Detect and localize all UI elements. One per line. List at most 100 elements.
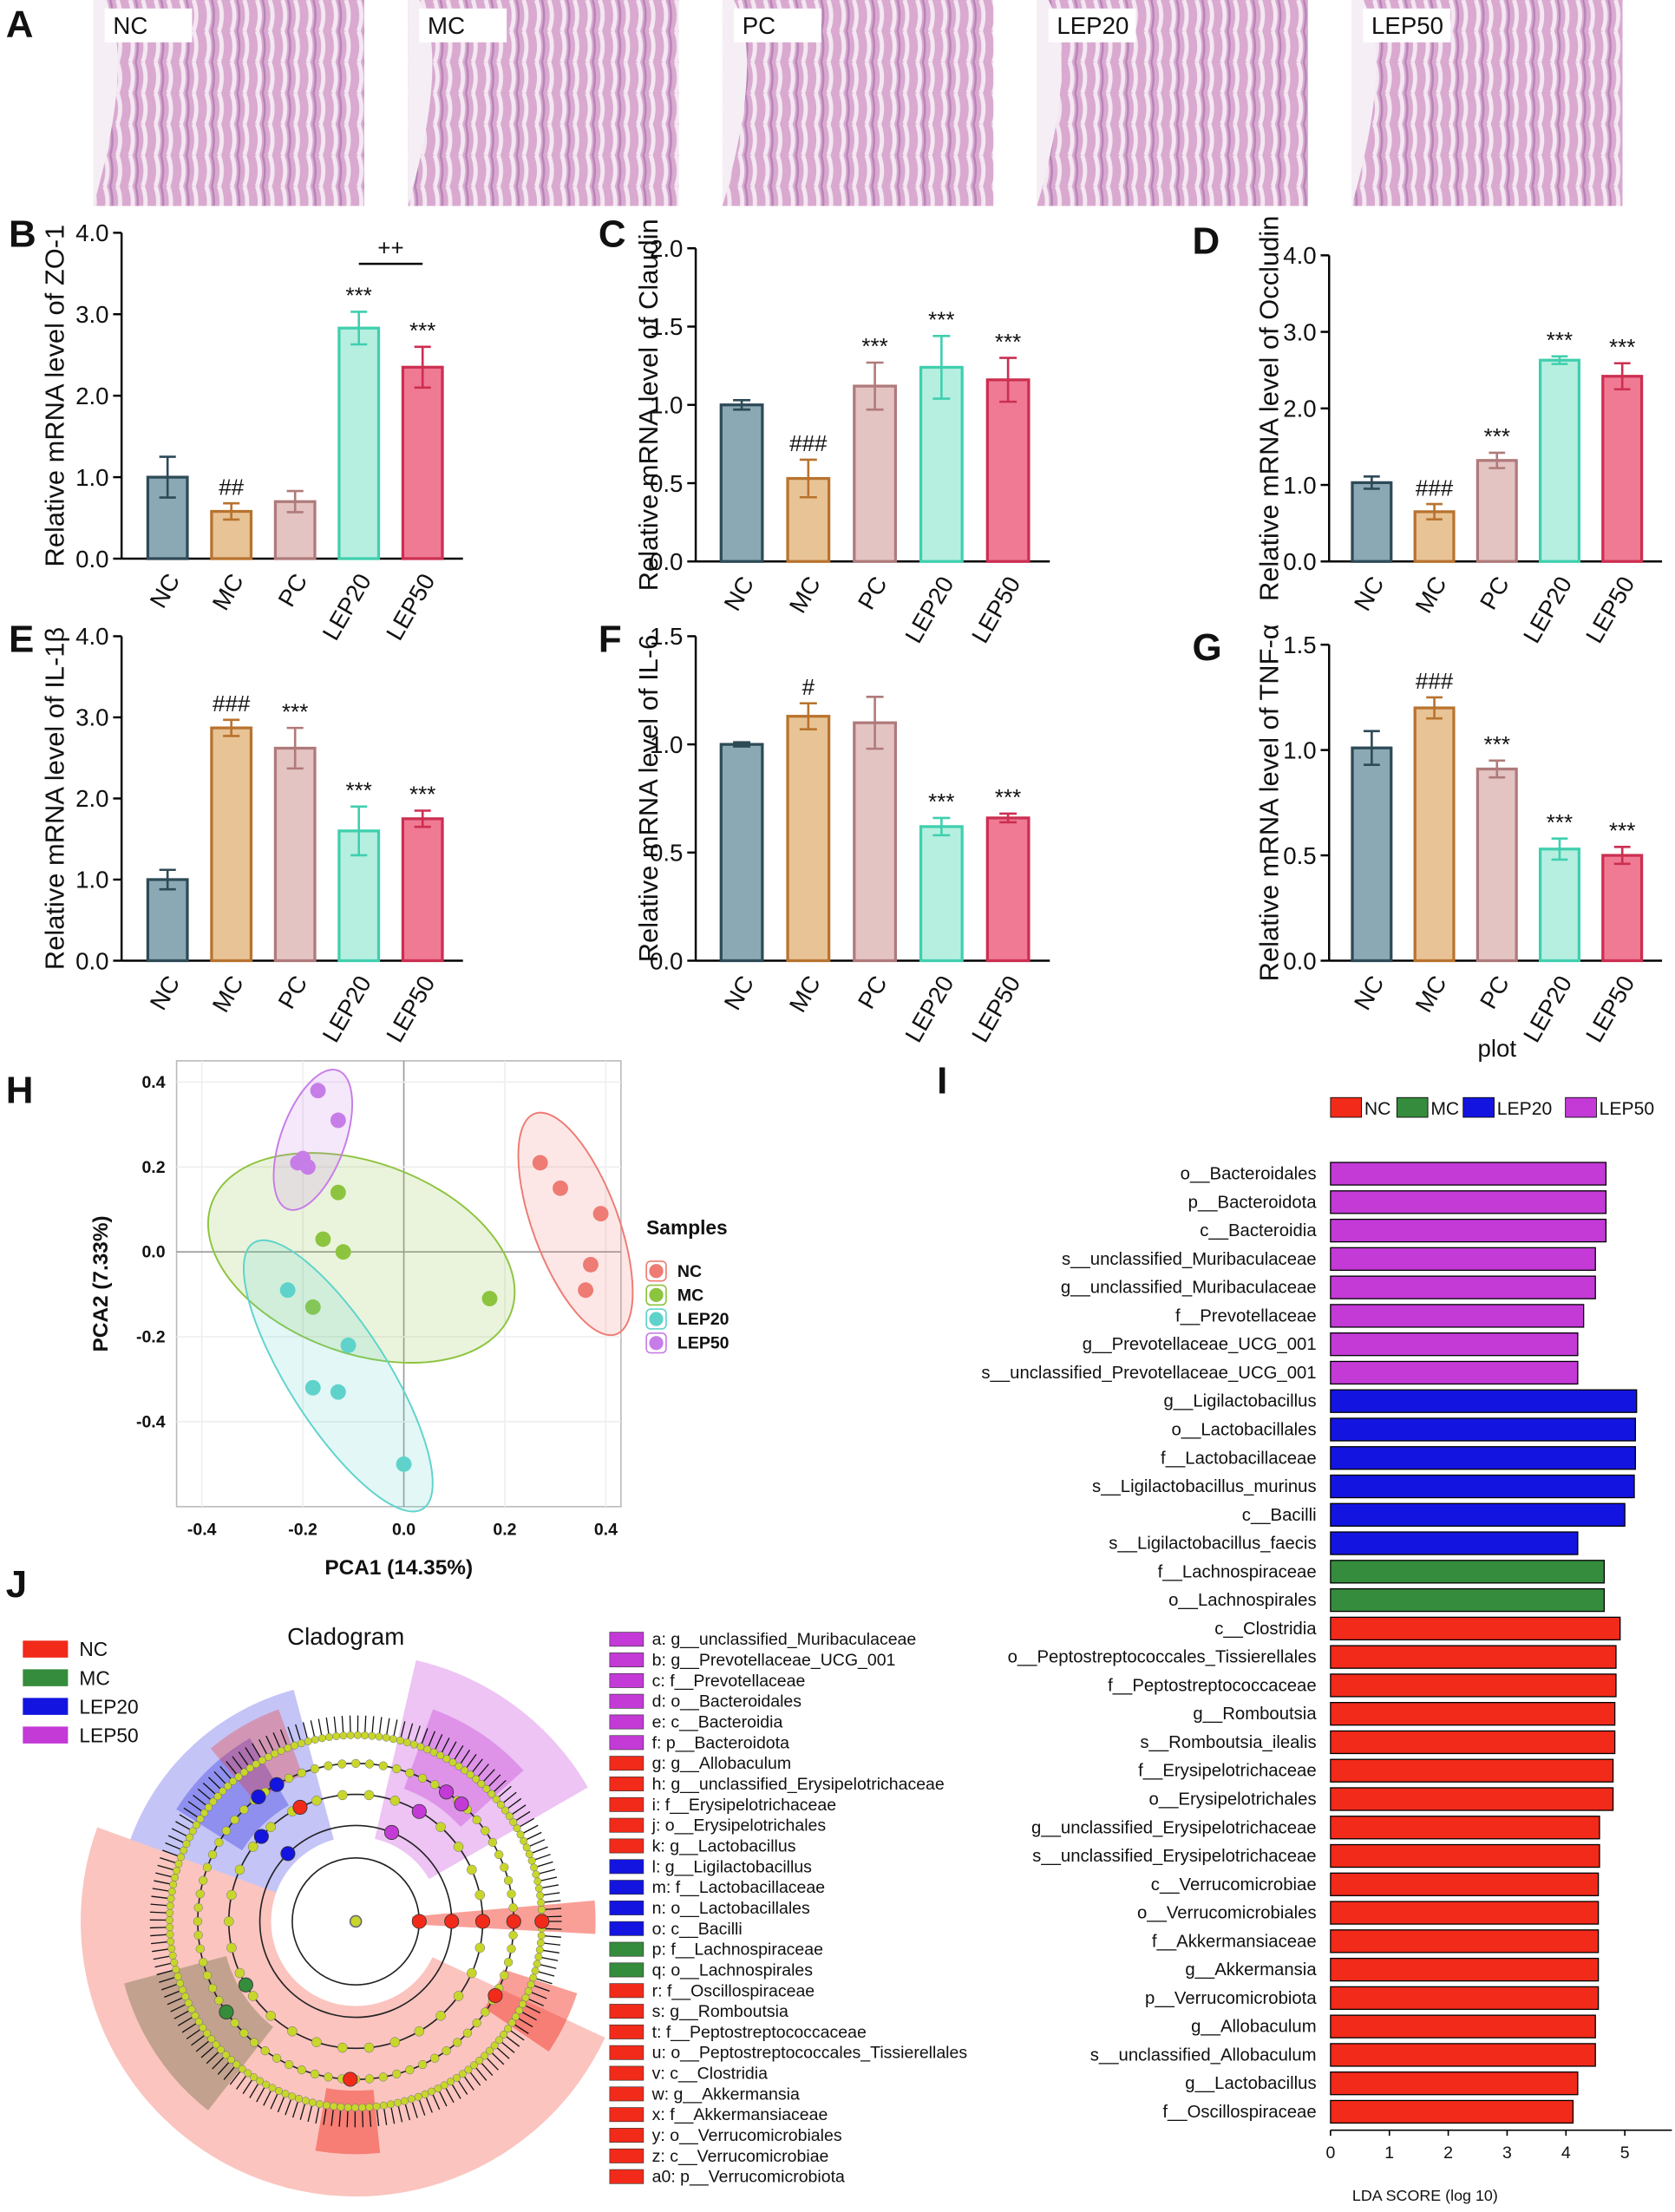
y-tick-label: 1.0 xyxy=(650,391,683,418)
node-dot xyxy=(435,1822,446,1832)
bar xyxy=(1538,358,1581,563)
node-dot xyxy=(337,1759,347,1769)
node-dot xyxy=(167,1895,175,1903)
node-dot xyxy=(174,1860,183,1868)
node-dot xyxy=(486,2046,494,2055)
node-dot xyxy=(346,1731,355,1739)
bar xyxy=(1330,1929,1600,1953)
node-dot xyxy=(324,2072,333,2082)
node-dot xyxy=(196,1815,205,1823)
node-dot xyxy=(417,1773,428,1783)
key-swatch xyxy=(609,1880,644,1895)
key-swatch xyxy=(609,1777,644,1791)
node-dot xyxy=(430,2053,440,2063)
bar xyxy=(719,403,764,563)
key-swatch xyxy=(609,1735,644,1751)
node-dot xyxy=(268,2084,277,2092)
bar xyxy=(1475,767,1518,963)
node-dot xyxy=(310,1764,320,1774)
x-tick-label: 1 xyxy=(1384,2143,1394,2163)
node-dot xyxy=(229,1777,238,1785)
key-swatch xyxy=(609,1983,644,1999)
node-dot xyxy=(224,1782,232,1790)
node-dot xyxy=(184,1999,193,2007)
image-label: MC xyxy=(428,12,465,39)
node-dot xyxy=(200,1809,209,1817)
panel-label: J xyxy=(6,1563,27,1606)
node-dot xyxy=(199,1958,208,1967)
node-dot xyxy=(503,1958,514,1967)
bar xyxy=(1330,1162,1607,1186)
node-dot xyxy=(436,1751,445,1760)
node-dot xyxy=(458,2070,467,2078)
image-label: PC xyxy=(743,12,775,39)
node-dot xyxy=(361,1731,370,1740)
node-dot xyxy=(453,1991,464,2001)
bar xyxy=(1330,1872,1600,1896)
x-tick-label: 3 xyxy=(1502,2143,1512,2163)
y-tick-label: 2.0 xyxy=(1283,396,1316,422)
node-dot xyxy=(230,2018,239,2028)
key-label: b: g__Prevotellaceae_UCG_001 xyxy=(652,1651,896,1670)
key-swatch xyxy=(609,2128,644,2143)
bar xyxy=(1330,1587,1606,1613)
node-dot xyxy=(205,1803,213,1811)
category-label: s__Ligilactobacillus_faecis xyxy=(1109,1535,1316,1554)
node-dot xyxy=(311,1736,319,1744)
node-dot xyxy=(284,1744,292,1752)
node-dot xyxy=(467,1967,477,1979)
category-label: o__Erysipelotrichales xyxy=(1149,1790,1317,1809)
clade-node xyxy=(253,1829,269,1844)
node-dot xyxy=(466,1770,474,1779)
error-bar xyxy=(999,357,1017,403)
clade-sector xyxy=(484,1969,578,2052)
node-dot xyxy=(297,1768,306,1777)
node-dot xyxy=(344,2103,352,2111)
node-dot xyxy=(503,1875,514,1885)
node-dot xyxy=(227,2056,235,2064)
node-dot xyxy=(311,1796,322,1806)
significance-label: *** xyxy=(409,317,435,344)
bar xyxy=(1330,1417,1637,1442)
key-label: v: c__Clostridia xyxy=(652,2065,768,2084)
node-dot xyxy=(477,1779,486,1788)
point xyxy=(582,1256,599,1273)
node-dot xyxy=(332,1732,341,1740)
x-tick-label: 0.0 xyxy=(392,1520,415,1539)
error-bar xyxy=(1363,730,1380,766)
node-dot xyxy=(186,1833,193,1842)
node-dot xyxy=(421,2090,429,2098)
legend-key xyxy=(23,1640,69,1658)
node-dot xyxy=(245,1764,254,1772)
node-dot xyxy=(530,1863,539,1872)
node-dot xyxy=(455,1762,463,1770)
category-label: o__Verrucomicrobiales xyxy=(1137,1904,1317,1923)
node-dot xyxy=(396,1737,404,1744)
error-bar xyxy=(286,489,304,514)
error-bar xyxy=(1426,502,1443,521)
legend-key xyxy=(23,1726,69,1744)
node-dot xyxy=(509,1818,518,1827)
node-dot xyxy=(537,1906,546,1914)
node-dot xyxy=(462,2028,473,2038)
bar xyxy=(786,715,831,963)
node-dot xyxy=(194,2018,203,2026)
error-bar xyxy=(1551,837,1568,861)
node-dot xyxy=(529,1973,538,1982)
node-dot xyxy=(525,1849,533,1858)
key-label: z: c__Verrucomicrobiae xyxy=(652,2147,829,2166)
bar xyxy=(1351,481,1393,563)
clade-sector xyxy=(81,1827,605,2197)
node-dot xyxy=(533,1877,542,1886)
bar xyxy=(1330,1957,1600,1982)
node-dot xyxy=(500,1862,509,1872)
node-dot xyxy=(274,2087,283,2095)
node-dot xyxy=(207,1849,218,1860)
category-label: g__Akkermansia xyxy=(1185,1960,1317,1980)
tissue-edge xyxy=(1037,0,1062,206)
node-dot xyxy=(234,1772,243,1781)
error-bar xyxy=(999,812,1017,824)
x-tick-label: 0 xyxy=(1325,2143,1335,2163)
significance-label: *** xyxy=(928,307,954,333)
